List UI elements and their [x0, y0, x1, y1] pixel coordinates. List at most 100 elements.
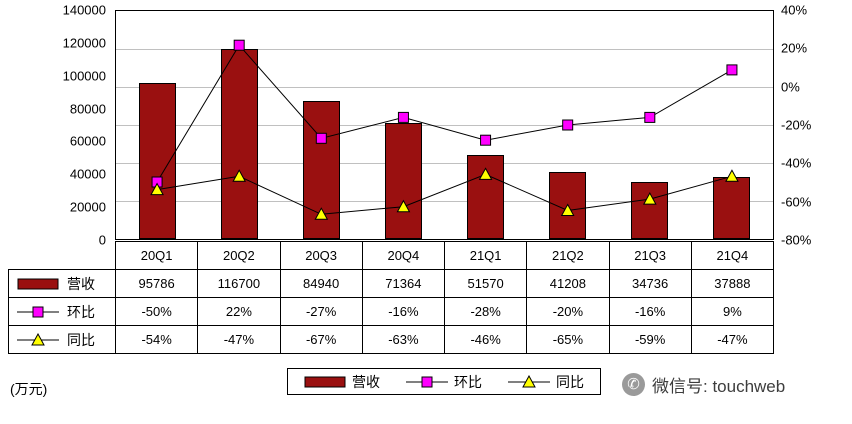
line-key [17, 306, 59, 317]
bar-key [17, 278, 59, 289]
triangle-marker [314, 207, 329, 220]
value-cell: -20% [526, 297, 610, 326]
right-axis-tick: 20% [781, 40, 808, 56]
square-marker [480, 134, 492, 146]
value-cell: 34736 [608, 269, 692, 298]
triangle-marker [478, 167, 493, 180]
gridline [116, 125, 773, 126]
line-path [156, 173, 733, 215]
quarter-label: 21Q3 [608, 241, 692, 270]
triangle-marker [642, 192, 657, 205]
quarter-header-row: 20Q1 20Q2 20Q3 20Q4 21Q1 21Q2 21Q3 21Q4 [9, 241, 775, 270]
line-path [156, 44, 733, 183]
legend-item: 营收 [304, 372, 380, 392]
value-cell: 116700 [197, 269, 281, 298]
value-cell: -63% [361, 325, 446, 354]
right-axis-labels: 40% 20% 0% -20% -40% -60% -80% [779, 3, 849, 248]
right-axis-tick: -20% [781, 117, 812, 133]
square-marker [233, 39, 245, 51]
triangle-marker [150, 182, 164, 196]
quarter-label: 21Q1 [443, 241, 528, 270]
line-key [17, 332, 59, 345]
right-axis-tick: -40% [781, 155, 812, 171]
legend: 营收 环比 同比 [287, 368, 601, 395]
value-cell: 22% [197, 297, 281, 326]
legend-label: 同比 [556, 373, 584, 390]
value-cell: 84940 [279, 269, 363, 298]
legend-label: 环比 [454, 373, 482, 390]
left-axis-tick: 20000 [69, 199, 106, 215]
value-cell: -47% [690, 325, 775, 354]
value-cell: -27% [279, 297, 363, 326]
triangle-marker [31, 332, 45, 345]
triangle-marker [725, 169, 739, 182]
revenue-bar [220, 48, 258, 239]
triangle-marker [522, 374, 536, 387]
left-axis-labels: 140000 120000 100000 80000 60000 40000 20000 0 [0, 3, 110, 248]
square-marker [397, 111, 409, 123]
triangle-marker [396, 199, 411, 213]
legend-item: 环比 [406, 372, 482, 392]
gridline [116, 49, 773, 50]
square-marker [32, 306, 44, 317]
quarter-label: 21Q4 [690, 241, 775, 270]
line-key [406, 376, 448, 387]
value-cell: -46% [443, 325, 528, 354]
value-cell: 41208 [526, 269, 610, 298]
series-key-and-label: 营收 [10, 274, 115, 294]
series-label: 同比 [67, 331, 95, 348]
data-table: 20Q1 20Q2 20Q3 20Q4 21Q1 21Q2 21Q3 21Q4 营收 95786 1… [8, 241, 775, 354]
unit-label: (万元) [10, 381, 48, 397]
value-cell: 71364 [361, 269, 446, 298]
series-key-and-label: 环比 [10, 302, 115, 322]
square-marker [562, 119, 574, 131]
value-cell: -47% [197, 325, 281, 354]
line-series [150, 39, 739, 220]
gridline [116, 87, 773, 88]
triangle-marker [232, 169, 247, 182]
value-cell: -67% [279, 325, 363, 354]
phone-icon: ✆ [622, 373, 645, 396]
line-key [508, 374, 550, 387]
quarter-label: 21Q2 [526, 241, 610, 270]
square-marker [726, 64, 738, 76]
series-header-cell: 营收 [8, 269, 116, 298]
left-axis-tick: 80000 [69, 101, 106, 117]
quarter-label: 20Q2 [197, 241, 281, 270]
series-key-and-label: 同比 [10, 330, 115, 350]
right-axis-tick: -60% [781, 194, 812, 210]
series-label: 营收 [67, 275, 95, 292]
series-header-cell: 环比 [8, 297, 116, 326]
value-cell: 37888 [690, 269, 775, 298]
value-cell: 9% [690, 297, 775, 326]
legend-label: 营收 [352, 373, 380, 390]
value-cell: -16% [361, 297, 446, 326]
value-cell: -65% [526, 325, 610, 354]
value-cell: 51570 [443, 269, 528, 298]
left-axis-tick: 140000 [62, 2, 106, 18]
revenue-bar [713, 177, 751, 239]
left-axis-tick: 120000 [62, 35, 106, 51]
left-axis-tick: 60000 [69, 133, 106, 149]
table-row: 营收 95786 116700 84940 71364 51570 41208 34736 37… [8, 269, 775, 298]
watermark: ✆ 微信号: touchweb [622, 372, 785, 397]
series-label: 环比 [67, 303, 95, 320]
table-row: 同比 -54% -47% -67% -63% -46% -65% -59% -47% [8, 325, 775, 354]
right-axis-tick: 40% [781, 2, 808, 18]
value-cell: -59% [608, 325, 692, 354]
triangle-marker [560, 203, 575, 216]
right-axis-tick: -80% [781, 232, 812, 248]
value-cell: -28% [443, 297, 528, 326]
legend-item: 同比 [508, 372, 584, 392]
gridline [116, 163, 773, 164]
left-axis-tick: 100000 [62, 68, 106, 84]
series-header-cell: 同比 [8, 325, 116, 354]
blank-cell [9, 242, 116, 270]
left-axis-tick: 40000 [69, 166, 106, 182]
value-cell: -16% [608, 297, 692, 326]
revenue-bar [384, 122, 422, 239]
value-cell: -54% [114, 325, 199, 354]
data-table-body: 20Q1 20Q2 20Q3 20Q4 21Q1 21Q2 21Q3 21Q4 营收 95786 1… [8, 241, 775, 354]
bar-key [304, 376, 346, 387]
